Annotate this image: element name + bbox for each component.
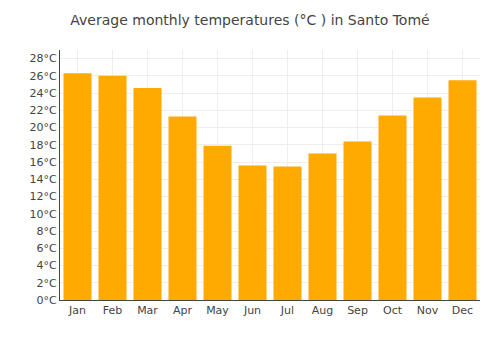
svg-text:Dec: Dec: [452, 304, 473, 317]
svg-text:8°C: 8°C: [37, 225, 57, 238]
svg-text:6°C: 6°C: [37, 242, 57, 255]
svg-text:0°C: 0°C: [37, 294, 57, 307]
svg-text:Jan: Jan: [68, 304, 86, 317]
svg-text:Feb: Feb: [103, 304, 122, 317]
svg-text:16°C: 16°C: [30, 156, 57, 169]
svg-text:Oct: Oct: [383, 304, 403, 317]
svg-text:Jul: Jul: [280, 304, 294, 317]
svg-text:10°C: 10°C: [30, 208, 57, 221]
svg-text:Mar: Mar: [137, 304, 158, 317]
svg-text:Sep: Sep: [347, 304, 368, 317]
svg-text:12°C: 12°C: [30, 190, 57, 203]
svg-text:Jun: Jun: [243, 304, 261, 317]
svg-text:14°C: 14°C: [30, 173, 57, 186]
svg-text:2°C: 2°C: [37, 277, 57, 290]
svg-text:26°C: 26°C: [30, 70, 57, 83]
svg-text:Apr: Apr: [173, 304, 193, 317]
svg-text:May: May: [206, 304, 229, 317]
svg-text:24°C: 24°C: [30, 87, 57, 100]
svg-text:20°C: 20°C: [30, 121, 57, 134]
svg-text:Average monthly temperatures (: Average monthly temperatures (°C ) in Sa…: [70, 12, 429, 28]
svg-text:18°C: 18°C: [30, 139, 57, 152]
svg-text:Aug: Aug: [312, 304, 333, 317]
svg-text:4°C: 4°C: [37, 259, 57, 272]
svg-text:Nov: Nov: [417, 304, 439, 317]
svg-text:28°C: 28°C: [30, 52, 57, 65]
svg-text:22°C: 22°C: [30, 104, 57, 117]
